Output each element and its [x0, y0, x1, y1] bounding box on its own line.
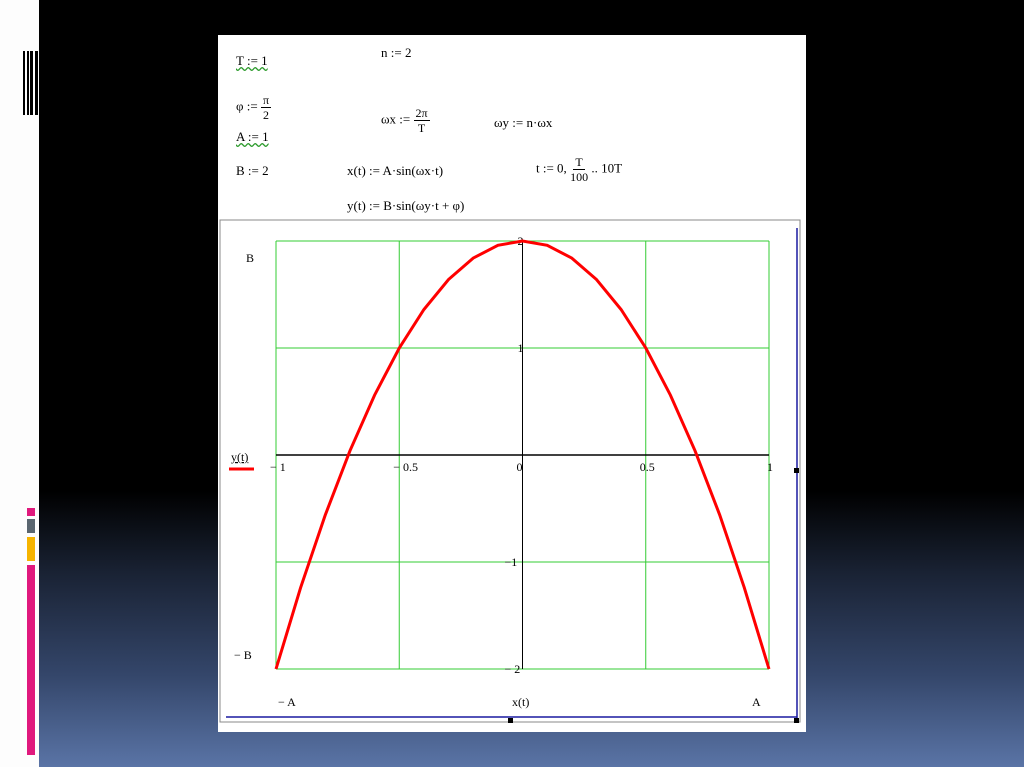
formula-T: T := 1 — [236, 53, 268, 68]
formula-y: y(t) := B·sin(ωy·t + φ) — [347, 198, 465, 213]
slide-left-strip — [0, 0, 39, 767]
y-tick-label: − 2 — [505, 662, 521, 676]
plot-frame — [219, 219, 801, 723]
resize-handle-corner[interactable] — [794, 718, 799, 723]
x-tick-label: − 1 — [270, 460, 286, 474]
formula-x: x(t) := A·sin(ωx·t) — [347, 163, 444, 178]
accent-block — [27, 519, 35, 533]
formula-wy: ωy := n·ωx — [494, 115, 553, 130]
x-min-label: − A — [278, 695, 296, 709]
y-tick-label: −1 — [505, 555, 518, 569]
accent-block — [27, 565, 35, 755]
barcode-decoration — [27, 51, 29, 115]
formula-B: B := 2 — [236, 163, 269, 178]
x-max-label: A — [752, 695, 761, 709]
x-tick-label: 0 — [517, 460, 523, 474]
x-tick-label: 1 — [767, 460, 773, 474]
y-min-label: − B — [234, 648, 252, 662]
formula-A: A := 1 — [236, 129, 269, 144]
accent-block — [27, 508, 35, 516]
y-axis-label: y(t) — [231, 450, 248, 464]
x-axis-label: x(t) — [512, 695, 529, 709]
y-tick-label: 1 — [518, 341, 524, 355]
formula-t: t := 0, T 100 .. 10T — [536, 155, 623, 184]
x-tick-label: 0.5 — [640, 460, 655, 474]
formula-wx: ωx := 2π T — [381, 106, 430, 135]
barcode-decoration — [35, 51, 38, 115]
barcode-decoration — [23, 51, 25, 115]
x-tick-label: − 0.5 — [393, 460, 418, 474]
y-max-label: B — [246, 251, 254, 265]
barcode-decoration — [30, 51, 33, 115]
resize-handle-bottom[interactable] — [508, 718, 513, 723]
resize-handle-right[interactable] — [794, 468, 799, 473]
accent-block — [27, 537, 35, 561]
formula-n: n := 2 — [381, 45, 412, 60]
